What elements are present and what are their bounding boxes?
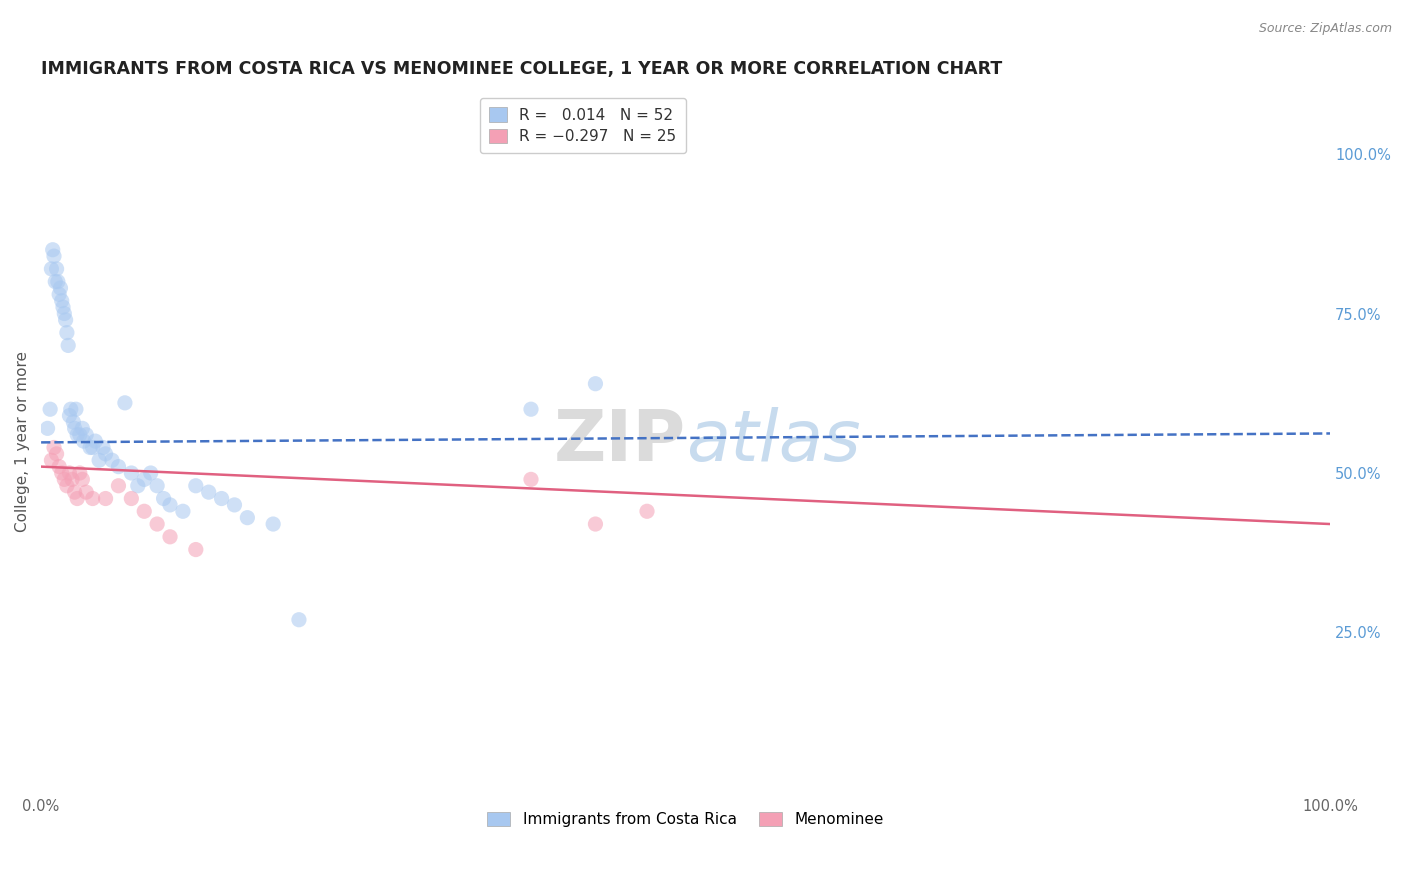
Point: [159, 530, 181, 544]
Point: [42, 249, 65, 263]
Point: [44, 275, 66, 289]
Point: [37, 421, 59, 435]
Legend: Immigrants from Costa Rica, Menominee: Immigrants from Costa Rica, Menominee: [481, 806, 890, 833]
Point: [58, 409, 80, 423]
Point: [636, 504, 658, 518]
Point: [41, 243, 63, 257]
Point: [51, 466, 73, 480]
Point: [146, 516, 169, 531]
Point: [41, 261, 63, 276]
Point: [152, 491, 174, 506]
Point: [69, 427, 91, 442]
Point: [45, 261, 67, 276]
Point: [45, 447, 67, 461]
Point: [75, 427, 97, 442]
Point: [72, 421, 94, 435]
Point: [60, 472, 83, 486]
Point: [134, 504, 156, 518]
Point: [184, 479, 207, 493]
Point: [55, 313, 77, 327]
Text: Source: ZipAtlas.com: Source: ZipAtlas.com: [1258, 22, 1392, 36]
Text: atlas: atlas: [686, 407, 860, 475]
Point: [72, 472, 94, 486]
Point: [82, 441, 104, 455]
Point: [87, 453, 110, 467]
Point: [585, 516, 607, 531]
Point: [84, 434, 107, 449]
Point: [72, 434, 94, 449]
Point: [75, 485, 97, 500]
Point: [288, 613, 311, 627]
Point: [82, 491, 104, 506]
Point: [56, 326, 79, 340]
Point: [159, 498, 181, 512]
Point: [79, 441, 101, 455]
Point: [134, 472, 156, 486]
Point: [52, 300, 75, 314]
Point: [139, 466, 162, 480]
Point: [53, 306, 76, 320]
Point: [94, 491, 117, 506]
Point: [66, 491, 89, 506]
Point: [184, 542, 207, 557]
Point: [107, 479, 129, 493]
Point: [211, 491, 233, 506]
Point: [63, 485, 86, 500]
Point: [120, 491, 142, 506]
Point: [48, 459, 70, 474]
Point: [224, 498, 246, 512]
Point: [520, 402, 543, 417]
Point: [53, 472, 76, 486]
Point: [56, 479, 79, 493]
Point: [56, 338, 79, 352]
Point: [94, 447, 117, 461]
Point: [66, 427, 89, 442]
Point: [172, 504, 194, 518]
Text: IMMIGRANTS FROM COSTA RICA VS MENOMINEE COLLEGE, 1 YEAR OR MORE CORRELATION CHAR: IMMIGRANTS FROM COSTA RICA VS MENOMINEE …: [41, 60, 1002, 78]
Point: [197, 485, 219, 500]
Point: [585, 376, 607, 391]
Point: [91, 441, 114, 455]
Point: [520, 472, 543, 486]
Point: [101, 453, 124, 467]
Point: [114, 396, 136, 410]
Point: [39, 402, 62, 417]
Text: ZIP: ZIP: [554, 407, 686, 475]
Point: [127, 479, 149, 493]
Point: [46, 275, 69, 289]
Point: [51, 293, 73, 308]
Point: [48, 287, 70, 301]
Point: [42, 441, 65, 455]
Point: [63, 421, 86, 435]
Point: [69, 466, 91, 480]
Y-axis label: College, 1 year or more: College, 1 year or more: [15, 351, 30, 532]
Point: [236, 510, 259, 524]
Point: [62, 415, 84, 429]
Point: [262, 516, 284, 531]
Point: [120, 466, 142, 480]
Point: [107, 459, 129, 474]
Point: [65, 402, 87, 417]
Point: [146, 479, 169, 493]
Point: [49, 281, 72, 295]
Point: [58, 466, 80, 480]
Point: [59, 402, 82, 417]
Point: [41, 453, 63, 467]
